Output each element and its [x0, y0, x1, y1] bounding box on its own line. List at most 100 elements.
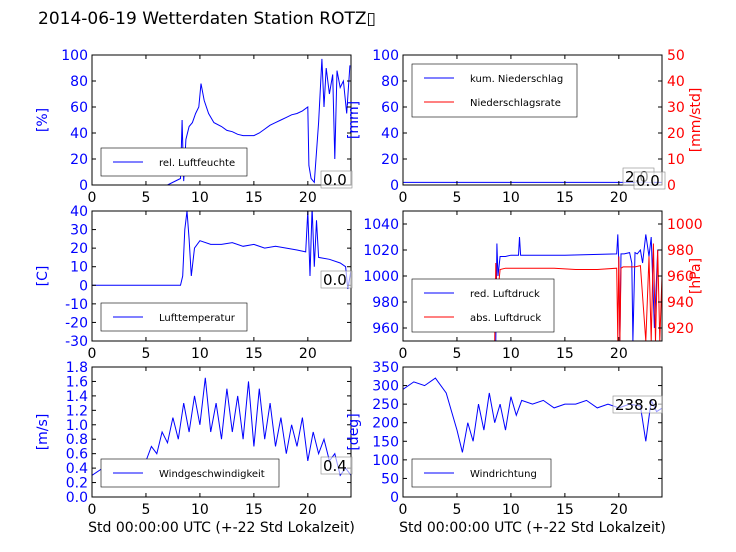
y-axis-label: [mm] — [346, 101, 362, 139]
y-tick-label: 30 — [70, 223, 88, 239]
x-tick-label: 10 — [191, 502, 209, 518]
value-label-box — [612, 395, 663, 414]
y-tick-label: 1000 — [363, 269, 399, 285]
x-tick-label: 0 — [399, 346, 408, 362]
x-tick-label: 10 — [191, 346, 209, 362]
x-axis-label: Std 00:00:00 UTC (+-22 Std Lokalzeit) — [88, 520, 355, 536]
y-tick-label: 200 — [372, 416, 399, 432]
y-tick-label: 150 — [372, 434, 399, 450]
plot-frame-precipitation — [402, 54, 663, 186]
y-tick-label: 10 — [70, 260, 88, 276]
x-tick-label: 20 — [610, 346, 628, 362]
y2-axis-label: [hPa] — [688, 258, 704, 294]
y2-axis-label: [mm/std] — [688, 88, 704, 153]
legend-entry: Niederschlagsrate — [470, 98, 561, 109]
x-tick-label: 20 — [299, 190, 317, 206]
panel-humidity: 0 5 10 15 20 0 20 40 60 80 100 [%] rel. Luftfeuchte 0… — [35, 48, 353, 206]
y-tick-label: 0 — [79, 278, 88, 294]
x-tick-label: 15 — [556, 190, 574, 206]
x-tick-label: 15 — [556, 346, 574, 362]
y-tick-label: 350 — [372, 360, 399, 376]
y2-tick-label: 50 — [667, 48, 685, 64]
y2-tick-label: 960 — [667, 269, 694, 285]
y-tick-label: 20 — [70, 241, 88, 257]
legend-entry: Lufttemperatur — [159, 313, 236, 324]
y2-tick-label: 920 — [667, 321, 694, 337]
x-tick-label: 15 — [245, 346, 263, 362]
y2-tick-label: 10 — [667, 152, 685, 168]
y-tick-label: 40 — [381, 126, 399, 142]
y-tick-label: 0.4 — [66, 461, 88, 477]
y-tick-label: 0.0 — [66, 490, 88, 506]
x-tick-label: 0 — [88, 502, 97, 518]
panel-precipitation: 0 5 10 15 20 0 20 40 60 80 100 0 10 20 30 40 50 [mm/std] [… — [346, 48, 704, 206]
y-tick-label: 20 — [381, 152, 399, 168]
legend-temperature: Lufttemperatur — [100, 302, 248, 332]
y2-tick-label: 1000 — [667, 217, 703, 233]
y2-tick-label: 20 — [667, 126, 685, 142]
value-label-box — [320, 170, 353, 189]
legend-box — [411, 278, 555, 333]
x-tick-label: 15 — [245, 190, 263, 206]
y-tick-label: 80 — [381, 74, 399, 90]
x-axis-label: Std 00:00:00 UTC (+-22 Std Lokalzeit) — [399, 520, 666, 536]
x-tick-label: 5 — [141, 346, 150, 362]
series-line-windspeed-0 — [92, 377, 351, 477]
y2-tick-label: 980 — [667, 243, 694, 259]
y-tick-label: 300 — [372, 379, 399, 395]
panel-temperature: 0 5 10 15 20 -30 -20 -10 0 10 20 30 40 [C] Lufttempera… — [35, 204, 353, 362]
series-line-pressure-1 — [494, 243, 662, 341]
figure-title: 2014-06-19 Wetterdaten Station ROTZ▯ — [38, 9, 376, 29]
y-tick-label: 40 — [70, 204, 88, 220]
y-tick-label: 1020 — [363, 243, 399, 259]
legend-entry: Windrichtung — [470, 469, 537, 480]
y-tick-label: 0.2 — [66, 476, 88, 492]
value-label-box — [320, 456, 353, 475]
legend-box — [411, 63, 578, 118]
y-tick-label: 250 — [372, 397, 399, 413]
plot-frame-winddirection — [402, 366, 663, 498]
series-line-winddirection-0 — [403, 377, 662, 453]
y-tick-label: 1.8 — [66, 360, 88, 376]
y-tick-label: 1.6 — [66, 374, 88, 390]
x-tick-label: 0 — [399, 190, 408, 206]
x-tick-label: 10 — [502, 190, 520, 206]
x-tick-label: 20 — [299, 346, 317, 362]
value-label-box — [320, 270, 353, 289]
legend-pressure: red. Luftdruck abs. Luftdruck — [411, 278, 555, 333]
y-tick-label: 1.0 — [66, 418, 88, 434]
series-line-temperature-0 — [92, 211, 351, 290]
plot-frame-humidity — [91, 54, 352, 186]
plot-frame-windspeed — [91, 366, 352, 498]
legend-windspeed: Windgeschwindigkeit — [100, 458, 280, 488]
y2-tick-label: 40 — [667, 74, 685, 90]
y-tick-label: -10 — [65, 297, 88, 313]
y-tick-label: 0 — [390, 178, 399, 194]
x-tick-label: 5 — [452, 346, 461, 362]
x-tick-label: 10 — [191, 190, 209, 206]
x-tick-label: 20 — [299, 502, 317, 518]
y-tick-label: 0 — [79, 178, 88, 194]
legend-precipitation: kum. Niederschlag Niederschlagsrate — [411, 63, 578, 118]
legend-entry: abs. Luftdruck — [470, 313, 541, 324]
legend-entry: rel. Luftfeuchte — [159, 158, 235, 169]
x-tick-label: 5 — [141, 502, 150, 518]
value-label: 238.9 — [615, 396, 658, 414]
y-tick-label: 0.8 — [66, 432, 88, 448]
y-axis-label: [%] — [35, 108, 51, 132]
legend-winddirection: Windrichtung — [411, 458, 552, 488]
x-tick-label: 15 — [245, 502, 263, 518]
y-tick-label: 100 — [372, 48, 399, 64]
y-tick-label: 50 — [381, 471, 399, 487]
y-tick-label: -20 — [65, 315, 88, 331]
y-tick-label: 980 — [372, 295, 399, 311]
x-tick-label: 5 — [452, 502, 461, 518]
value-label-box — [633, 171, 666, 190]
y-tick-label: 0.6 — [66, 447, 88, 463]
legend-entry: red. Luftdruck — [470, 289, 540, 300]
y-tick-label: 1040 — [363, 217, 399, 233]
value-label: 0.0 — [323, 271, 347, 289]
x-tick-label: 20 — [610, 502, 628, 518]
y2-tick-label: 0 — [667, 178, 676, 194]
y-tick-label: 960 — [372, 321, 399, 337]
